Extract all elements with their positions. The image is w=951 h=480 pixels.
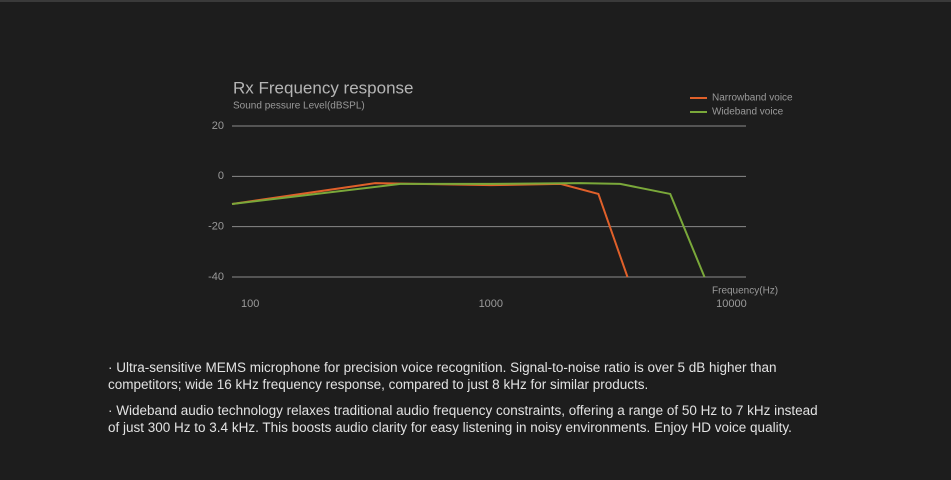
x-tick-label: 10000 [716, 298, 747, 310]
series-line [231, 182, 706, 278]
y-tick-label: -20 [208, 221, 224, 233]
y-tick-label: 20 [212, 120, 224, 132]
legend-label: Wideband voice [712, 107, 784, 118]
top-border [0, 0, 951, 2]
chart: Rx Frequency response Sound pessure Leve… [208, 78, 793, 310]
chart-subtitle: Sound pessure Level(dBSPL) [233, 101, 365, 112]
x-tick-label: 100 [241, 298, 259, 310]
chart-title: Rx Frequency response [233, 78, 413, 97]
bullet-text: · Ultra-sensitive MEMS microphone for pr… [108, 360, 777, 392]
y-tick-label: 0 [218, 170, 224, 182]
x-tick-label: 1000 [479, 298, 503, 310]
legend-label: Narrowband voice [712, 93, 793, 104]
x-axis-label: Frequency(Hz) [712, 286, 778, 297]
y-tick-label: -40 [208, 271, 224, 283]
bullet-text: · Wideband audio technology relaxes trad… [108, 403, 818, 435]
bullet-list: · Ultra-sensitive MEMS microphone for pr… [108, 360, 828, 446]
